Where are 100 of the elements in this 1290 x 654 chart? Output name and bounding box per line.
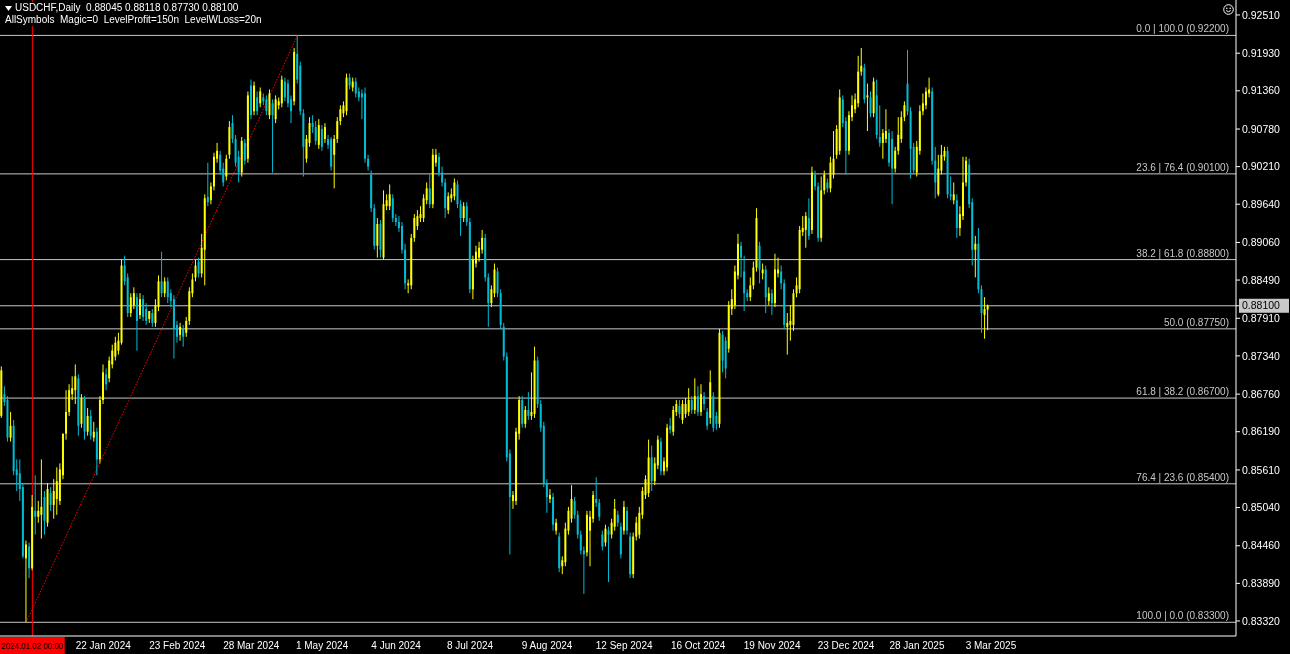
candlestick [607, 526, 610, 583]
candlestick [43, 490, 46, 536]
candlestick [268, 88, 271, 120]
y-tick-label: 0.83890 [1242, 577, 1281, 590]
candlestick [89, 409, 92, 441]
ref-line-label: 50.0 (0.87750) [1163, 316, 1229, 328]
candlestick [884, 108, 887, 144]
ref-line-label: 100.0 | 0.0 (0.83300) [1136, 610, 1229, 622]
ref-line-label: 0.0 | 100.0 (0.92200) [1136, 23, 1229, 35]
x-tick-label: 28 Jan 2025 [889, 640, 945, 651]
candlestick [256, 90, 259, 116]
y-tick-label: 0.90210 [1242, 160, 1281, 173]
y-tick-label: 0.88490 [1242, 273, 1281, 286]
candlestick [687, 387, 690, 417]
x-tick-label: 4 Jun 2024 [371, 640, 422, 651]
candlestick [320, 124, 323, 152]
candlestick [570, 484, 573, 524]
candlestick [681, 399, 684, 425]
y-tick-label: 0.91930 [1242, 46, 1281, 59]
candlestick [105, 367, 108, 391]
x-tick-label: 28 Mar 2024 [223, 640, 280, 651]
candlestick [308, 116, 311, 148]
candlestick [274, 94, 277, 124]
candlestick [706, 407, 709, 431]
candlestick [699, 383, 702, 417]
candlestick [555, 518, 558, 536]
y-tick-label: 0.89060 [1242, 236, 1281, 249]
candlestick [459, 199, 462, 237]
ref-line-label: 76.4 | 23.6 (0.85400) [1136, 471, 1229, 483]
y-tick-label: 0.88100 [1242, 299, 1281, 312]
candlestick [323, 122, 326, 144]
candlestick [786, 312, 789, 356]
ref-line-label: 23.6 | 76.4 (0.90100) [1136, 161, 1229, 173]
text: AllSymbols Magic=0 LevelProfit=150n LevelWLoss=20n [5, 14, 264, 26]
candlestick [703, 391, 706, 411]
candlestick [317, 118, 320, 150]
candlestick [456, 179, 459, 209]
candlestick [135, 292, 138, 352]
y-tick-label: 0.84460 [1242, 539, 1281, 552]
candlestick [206, 162, 209, 207]
candlestick [804, 211, 807, 249]
candlestick [650, 445, 653, 492]
candlestick [983, 296, 986, 340]
candlestick [613, 498, 616, 532]
candlestick [243, 138, 246, 166]
candlestick [182, 324, 185, 348]
chart-title: USDCHF,Daily 0.88045 0.88118 0.87730 0.88100 [15, 2, 241, 14]
candlestick [696, 385, 699, 417]
y-tick-label: 0.87910 [1242, 311, 1281, 324]
candlestick [604, 524, 607, 547]
candlestick [117, 332, 120, 356]
candlestick [142, 294, 145, 322]
x-tick-label: 23 Dec 2024 [817, 640, 875, 651]
candlestick [49, 486, 52, 512]
y-tick-label: 0.89640 [1242, 197, 1281, 210]
candlestick [179, 322, 182, 342]
x-tick-label: 8 Jul 2024 [446, 640, 494, 651]
candlestick [832, 130, 835, 179]
candlestick [462, 201, 465, 223]
candlestick [807, 197, 810, 241]
candlestick [974, 235, 977, 278]
y-tick-label: 0.83320 [1242, 614, 1281, 627]
candlestick [314, 120, 317, 146]
candlestick [92, 421, 95, 443]
candlestick [132, 286, 135, 310]
y-tick-label: 0.85610 [1242, 463, 1281, 476]
candlestick [40, 458, 43, 540]
candlestick [622, 500, 625, 536]
x-tick-label: 16 Oct 2024 [670, 640, 726, 651]
y-tick-label: 0.90780 [1242, 122, 1281, 135]
candlestick [453, 178, 456, 201]
y-tick-label: 0.86760 [1242, 387, 1281, 400]
x-tick-label: 3 Mar 2025 [965, 640, 1017, 651]
candlestick [166, 276, 169, 304]
y-tick-label: 0.86190 [1242, 425, 1281, 438]
ref-line-label: 38.2 | 61.8 (0.88800) [1136, 247, 1229, 259]
x-tick-label: 9 Aug 2024 [521, 640, 573, 651]
ref-line-label: 61.8 | 38.2 (0.86700) [1136, 386, 1229, 398]
candlestick [758, 241, 761, 284]
candlestick [952, 181, 955, 205]
x-tick-label: 12 Sep 2024 [595, 640, 653, 651]
candlestick [28, 542, 31, 579]
candlestick [197, 257, 200, 278]
candlestick [527, 391, 530, 421]
x-tick-label: 2024.01.02 00:00 [1, 641, 72, 651]
candlestick [225, 154, 228, 181]
candlestick [231, 114, 234, 144]
candlestick [154, 298, 157, 328]
candlestick [37, 500, 40, 524]
y-tick-label: 0.91360 [1242, 84, 1281, 97]
candlestick [869, 90, 872, 118]
candlestick [271, 98, 274, 174]
y-tick-label: 0.87340 [1242, 349, 1281, 362]
candlestick [601, 530, 604, 551]
candlestick [305, 134, 308, 164]
candlestick [24, 540, 27, 623]
y-tick-label: 0.85040 [1242, 501, 1281, 514]
candlestick [672, 405, 675, 437]
x-tick-label: 19 Nov 2024 [743, 640, 801, 651]
candlestick [160, 251, 163, 298]
